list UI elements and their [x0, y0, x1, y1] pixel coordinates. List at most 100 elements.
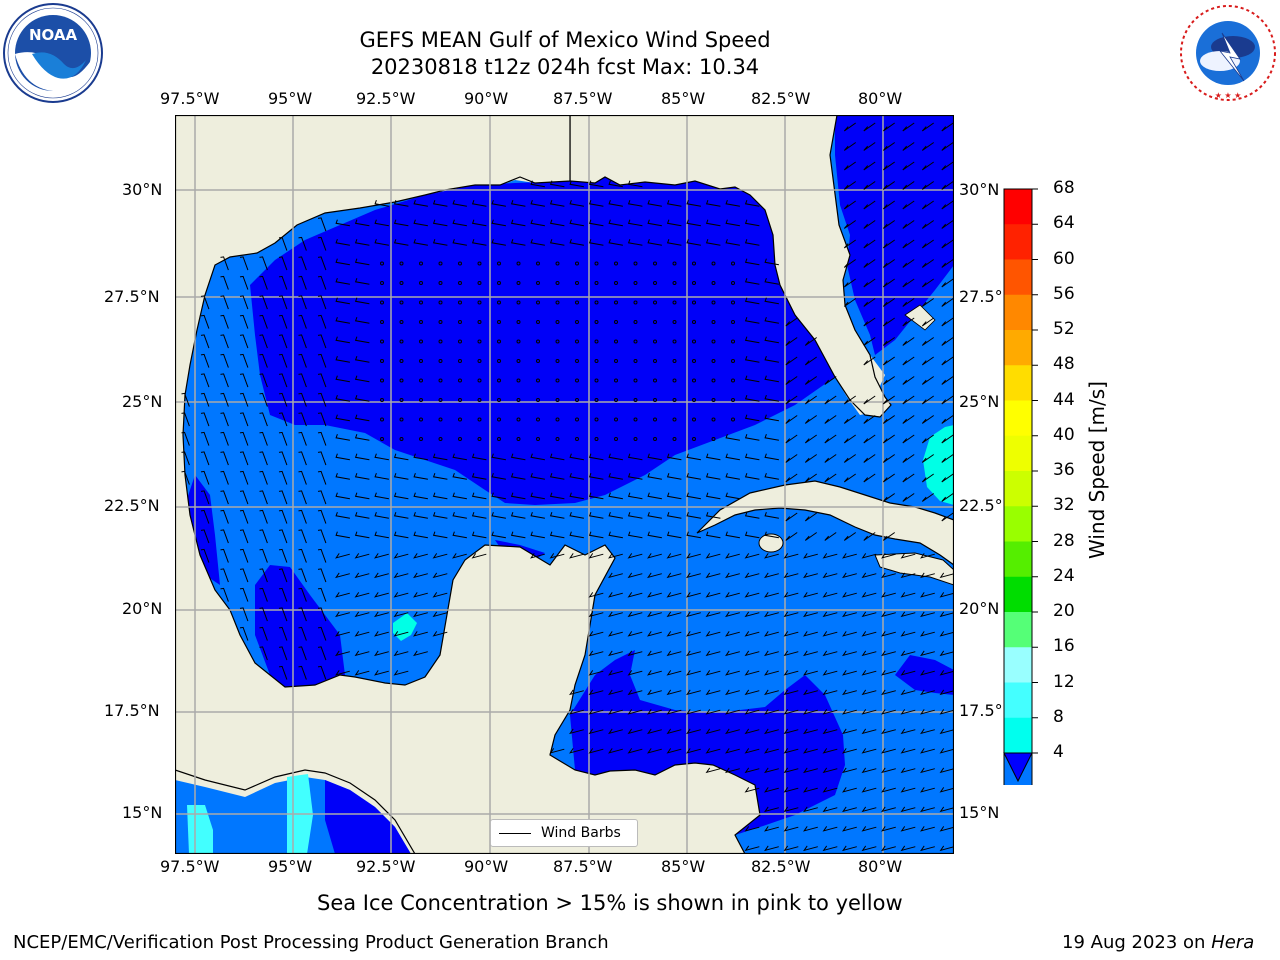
wind-barb	[764, 670, 779, 676]
wind-barb	[530, 531, 545, 539]
wind-barb	[399, 378, 404, 383]
wind-barb	[575, 417, 580, 422]
wind-barb	[921, 434, 934, 444]
wind-barb	[902, 278, 915, 288]
wind-barb	[536, 417, 541, 422]
wind-barb	[354, 492, 370, 500]
land-cuba	[696, 480, 954, 566]
colorbar-segment	[1004, 471, 1032, 507]
wind-barb	[438, 359, 443, 363]
wind-barb	[692, 300, 697, 305]
wind-barb	[731, 417, 736, 422]
wind-barb	[278, 626, 288, 641]
wind-barb	[686, 572, 701, 579]
wind-barb	[666, 473, 682, 480]
wind-barb	[882, 220, 895, 229]
wind-barb	[477, 300, 482, 305]
wind-barb	[608, 728, 623, 735]
wind-barb	[200, 334, 210, 349]
wind-barb	[653, 437, 658, 441]
wind-barb	[921, 376, 934, 385]
wind-barb	[220, 529, 229, 544]
wind-barb	[627, 572, 643, 579]
wind-barb	[705, 572, 721, 579]
wind-barb	[477, 320, 482, 324]
wind-barb	[822, 572, 838, 579]
wind-barb	[902, 181, 915, 190]
wind-barb	[941, 142, 954, 151]
wind-barb	[536, 281, 541, 285]
wind-barb	[432, 512, 448, 519]
wind-barb	[764, 728, 779, 735]
wind-barb	[335, 278, 350, 285]
lon-tick-label: 87.5°W	[553, 857, 613, 876]
wind-barb	[902, 337, 915, 346]
wind-barb	[647, 611, 662, 618]
wind-barb	[764, 806, 779, 813]
wind-barb	[491, 473, 506, 480]
wind-barb	[627, 200, 643, 207]
wind-barb	[863, 259, 876, 268]
wind-barb	[627, 631, 643, 637]
colorbar-tick-label: 24	[1053, 565, 1075, 586]
wind-barb	[536, 378, 541, 383]
wind-barb	[842, 631, 857, 637]
colorbar-tick-label: 60	[1053, 248, 1075, 269]
wind-barb	[317, 353, 327, 368]
wind-barb	[608, 492, 623, 500]
wind-barb	[881, 689, 896, 696]
wind-barb	[633, 437, 638, 441]
wind-barb	[438, 320, 443, 324]
wind-barb	[477, 261, 482, 266]
wind-barb	[902, 122, 915, 132]
wind-barb	[259, 568, 268, 583]
wind-barb	[672, 437, 677, 441]
wind-barb	[804, 356, 817, 366]
wind-barb	[941, 200, 954, 210]
wind-barb	[881, 748, 896, 754]
wind-barb	[725, 473, 740, 480]
wind-barb	[317, 509, 327, 524]
sea-ice-note: Sea Ice Concentration > 15% is shown in …	[317, 891, 903, 915]
wind-barb	[705, 592, 721, 598]
chart-title-line2: 20230818 t12z 024h fcst Max: 10.34	[370, 55, 760, 79]
wind-barb	[298, 451, 307, 466]
colorbar-segment	[1004, 400, 1032, 437]
wind-barb	[298, 470, 307, 485]
wind-barb	[354, 395, 370, 402]
wind-barb	[843, 278, 856, 288]
wind-barb	[471, 219, 487, 227]
colorbar-tick-label: 44	[1053, 389, 1075, 410]
noaa-logo: NOAA	[3, 3, 103, 103]
wind-barb	[555, 437, 560, 441]
wind-barb	[744, 512, 760, 519]
wind-barb	[530, 239, 545, 246]
wind-barb	[614, 320, 619, 324]
wind-barb	[785, 512, 798, 522]
wind-barb	[278, 548, 288, 563]
wind-barb	[686, 453, 701, 461]
wind-barb	[413, 200, 428, 207]
wind-barb	[380, 437, 385, 441]
wind-barb	[536, 320, 541, 324]
wind-barb	[705, 748, 721, 754]
wind-barb	[588, 219, 604, 227]
wind-barb	[393, 592, 409, 598]
wind-barb	[516, 281, 521, 285]
colorbar-tick-label: 36	[1053, 460, 1075, 480]
wind-barb	[335, 572, 350, 579]
wind-barb	[920, 709, 935, 715]
wind-barb	[803, 709, 818, 715]
wind-barb	[920, 806, 935, 813]
wind-barb	[181, 392, 190, 407]
wind-barb	[549, 180, 565, 188]
wind-barb	[921, 239, 934, 249]
wind-barb	[399, 339, 404, 344]
wind-barb	[458, 378, 463, 383]
lat-tick-label: 15°N	[122, 803, 163, 822]
wind-barb	[842, 787, 857, 793]
wind-barb	[200, 548, 210, 563]
wind-barb	[900, 728, 916, 735]
wind-barb	[335, 375, 350, 383]
wind-barb	[939, 709, 954, 715]
